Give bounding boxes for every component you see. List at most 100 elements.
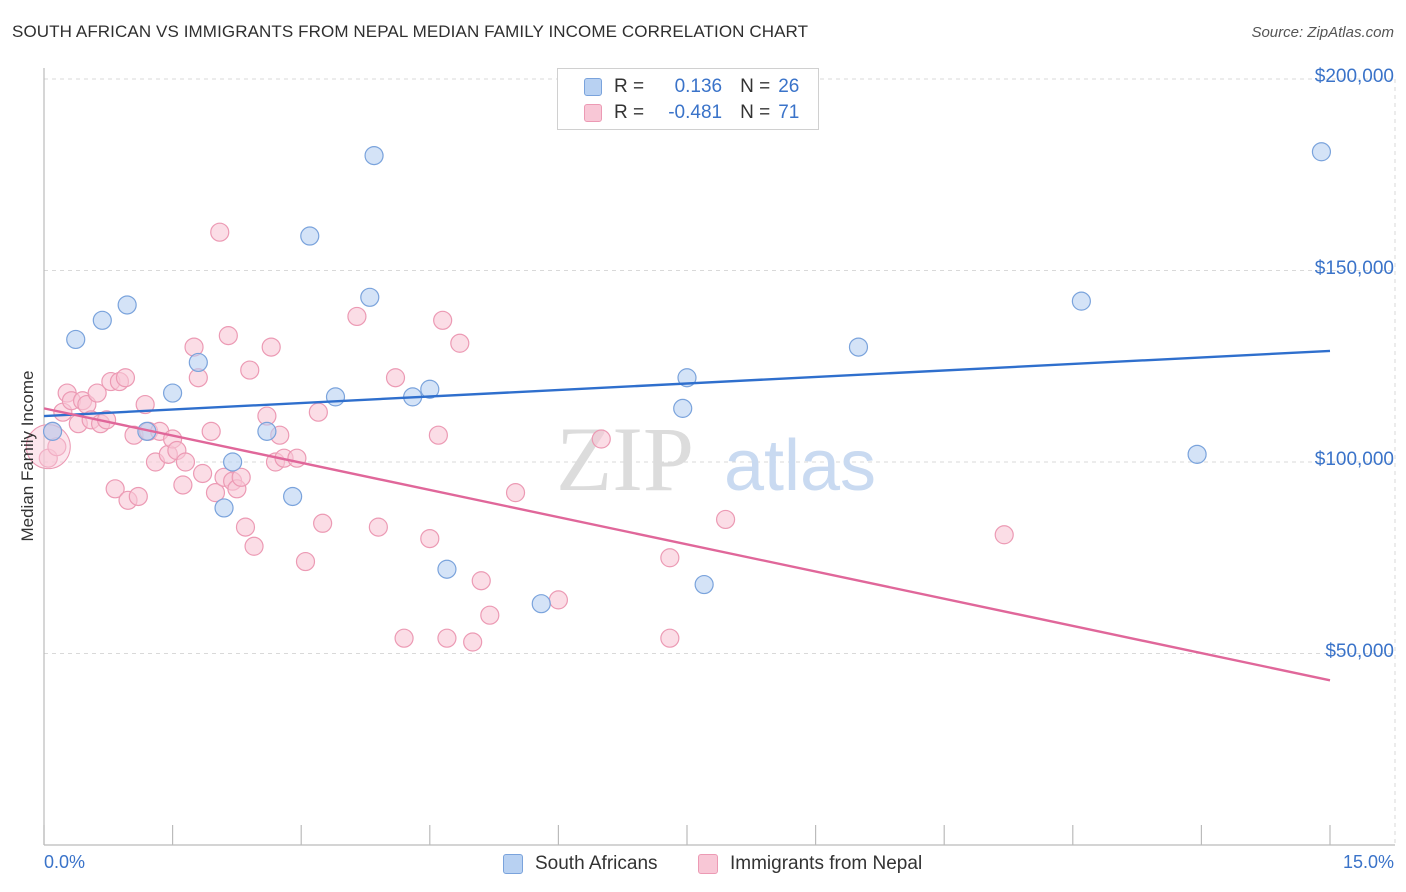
data-point: [261, 337, 281, 357]
y-tick-label: $150,000: [1314, 257, 1394, 279]
data-point: [420, 528, 440, 549]
data-point: [287, 448, 307, 468]
data-point: [531, 594, 551, 614]
data-point: [210, 222, 230, 242]
data-point: [66, 329, 86, 350]
data-point: [300, 226, 320, 246]
legend-n-value: 26: [778, 76, 800, 97]
data-point: [128, 486, 148, 507]
axes: [43, 68, 1395, 846]
legend-swatch-blue: [584, 78, 602, 96]
data-point: [694, 574, 714, 595]
bottom-legend-label: South Africans: [535, 853, 658, 874]
bottom-legend-nepal: Immigrants from Nepal: [698, 851, 922, 877]
data-point: [385, 368, 406, 388]
y-axis-label: Median Family Income: [18, 370, 37, 542]
x-tick-min: 0.0%: [44, 852, 86, 872]
legend-n-value: 71: [778, 102, 800, 123]
watermark: ZIP atlas: [556, 408, 876, 510]
data-point: [175, 452, 196, 472]
data-point: [463, 632, 483, 652]
data-point: [92, 310, 112, 330]
data-point: [1187, 444, 1207, 464]
data-point: [591, 429, 611, 449]
data-point: [347, 306, 367, 327]
data-point: [283, 486, 303, 507]
data-point: [231, 467, 251, 487]
legend-row-south-africans: R = 0.136 N = 26: [584, 75, 799, 99]
legend-r-label: R =: [614, 76, 645, 97]
data-point: [105, 479, 125, 499]
data-point: [1311, 142, 1332, 162]
data-point: [471, 571, 491, 591]
bottom-legend-swatch-pink: [698, 854, 718, 874]
legend-r-label: R =: [614, 102, 645, 123]
data-point: [715, 509, 736, 530]
data-point: [240, 360, 260, 380]
data-point: [325, 387, 346, 407]
data-point: [223, 452, 243, 472]
data-point: [214, 498, 234, 518]
bottom-legend-south-africans: South Africans: [503, 851, 658, 877]
legend-r-value: 0.136: [674, 76, 723, 97]
data-point: [994, 525, 1014, 545]
series-south-africans-points: [42, 142, 1332, 614]
watermark-zip: ZIP: [556, 408, 694, 510]
data-point: [364, 146, 384, 166]
data-point: [218, 326, 238, 346]
data-point: [193, 463, 213, 484]
data-point: [1071, 291, 1091, 311]
data-point: [368, 517, 388, 537]
data-point: [205, 483, 226, 503]
data-point: [548, 590, 569, 610]
legend-n-label: N =: [740, 76, 771, 97]
chart-title: SOUTH AFRICAN VS IMMIGRANTS FROM NEPAL M…: [12, 22, 809, 41]
data-point: [437, 628, 457, 648]
source-credit: Source: ZipAtlas.com: [1251, 24, 1394, 41]
data-point: [433, 310, 453, 330]
bottom-legend-swatch-blue: [503, 854, 523, 874]
bottom-legend-label: Immigrants from Nepal: [730, 853, 923, 874]
trend-lines: [43, 349, 1331, 682]
legend-swatch-pink: [584, 104, 602, 122]
data-point: [135, 394, 155, 415]
data-point: [660, 548, 680, 568]
data-point: [848, 337, 869, 357]
data-point: [163, 383, 183, 403]
data-point: [673, 398, 693, 418]
y-tick-label: $100,000: [1314, 449, 1394, 470]
data-point: [313, 513, 333, 533]
y-tick-label: $50,000: [1325, 640, 1394, 662]
data-point: [87, 383, 107, 403]
data-point: [244, 536, 264, 556]
data-point: [360, 287, 380, 307]
trend-line-nepal: [43, 407, 1331, 682]
data-point: [420, 379, 440, 399]
data-point: [295, 551, 316, 572]
data-point: [201, 421, 221, 441]
data-point: [173, 475, 193, 495]
legend-r-value: -0.481: [668, 102, 723, 123]
data-point: [115, 368, 136, 388]
trend-line-south-africans: [43, 349, 1331, 418]
data-point: [660, 628, 680, 648]
y-tick-label: $200,000: [1314, 66, 1394, 87]
data-point: [117, 295, 137, 315]
data-point: [428, 425, 448, 445]
legend-n-label: N =: [740, 102, 771, 123]
watermark-atlas: atlas: [724, 426, 876, 506]
data-point: [257, 421, 277, 441]
data-point: [505, 483, 526, 503]
legend-row-nepal: R = -0.481 N = 71: [584, 101, 799, 125]
data-point: [42, 421, 63, 441]
data-point: [308, 402, 328, 422]
data-point: [188, 352, 208, 373]
data-point: [437, 559, 457, 579]
data-point: [235, 517, 256, 537]
correlation-legend: R = 0.136 N = 26 R = -0.481 N = 71: [557, 68, 819, 130]
x-tick-max: 15.0%: [1342, 852, 1394, 872]
data-point: [480, 605, 500, 625]
data-point: [450, 333, 470, 353]
data-point: [394, 628, 414, 648]
